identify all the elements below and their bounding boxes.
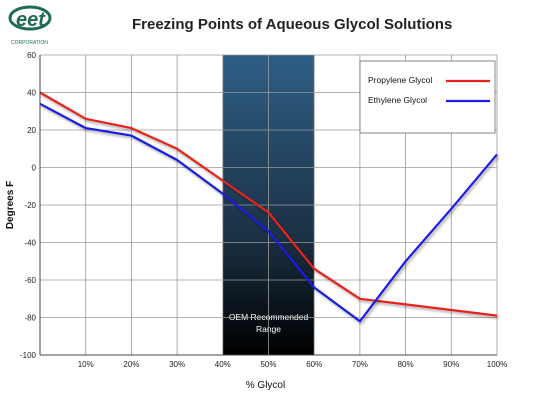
y-tick-label: -40 (24, 239, 36, 248)
series-line-propylene-glycol (39, 91, 498, 317)
x-tick-label: 30% (169, 360, 185, 369)
legend-box (359, 60, 496, 134)
x-tick-label: 90% (443, 360, 459, 369)
x-tick-label: 20% (123, 360, 139, 369)
legend-label: Ethylene Glycol (368, 95, 427, 105)
legend-label: Propylene Glycol (368, 75, 432, 85)
x-tick-label: 40% (215, 360, 231, 369)
y-tick-label: -60 (24, 276, 36, 285)
company-logo: eet CORPORATION (8, 5, 52, 46)
logo-wordmark: eet (16, 9, 46, 31)
x-axis-label: % Glycol (246, 380, 285, 391)
y-tick-label: -100 (20, 351, 37, 360)
y-tick-label: 40 (27, 89, 36, 98)
y-axis-label: Degrees F (5, 181, 16, 229)
x-tick-label: 10% (78, 360, 94, 369)
logo-swoosh-icon (8, 5, 52, 31)
y-tick-label: -20 (24, 201, 36, 210)
y-tick-label: 0 (32, 164, 37, 173)
series-line-ethylene-glycol (39, 102, 498, 323)
y-tick-label: -80 (24, 314, 36, 323)
y-tick-label: 20 (27, 126, 36, 135)
logo-subtext: CORPORATION (11, 40, 48, 46)
x-tick-label: 100% (487, 360, 507, 369)
x-tick-label: 80% (398, 360, 414, 369)
x-tick-label: 60% (306, 360, 322, 369)
x-tick-label: 50% (260, 360, 276, 369)
y-tick-label: 60 (27, 51, 36, 60)
x-tick-label: 70% (352, 360, 368, 369)
chart-title: Freezing Points of Aqueous Glycol Soluti… (132, 16, 453, 33)
